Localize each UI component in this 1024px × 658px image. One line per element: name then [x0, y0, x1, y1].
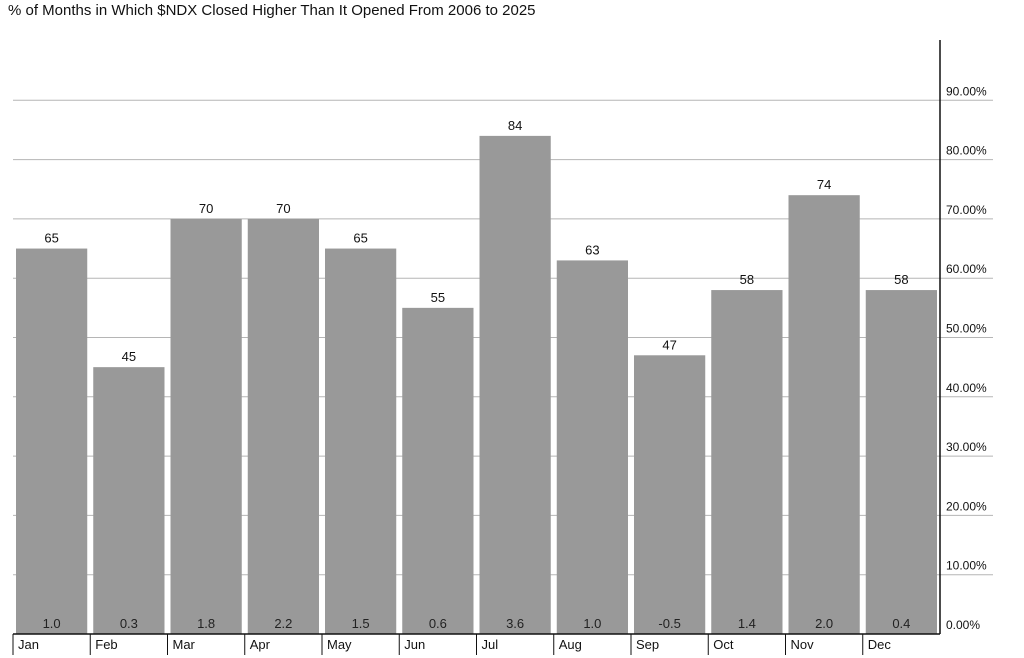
- x-tick-label: May: [327, 637, 352, 652]
- x-tick-label: Dec: [868, 637, 892, 652]
- y-tick-label: 0.00%: [946, 618, 980, 632]
- y-tick-label: 60.00%: [946, 262, 987, 276]
- bar-value-label: 45: [122, 349, 136, 364]
- bar-base-label: 1.0: [43, 616, 61, 631]
- y-tick-label: 50.00%: [946, 322, 987, 336]
- bar: [556, 260, 628, 634]
- bar-base-label: 2.0: [815, 616, 833, 631]
- bar-base-label: 1.5: [352, 616, 370, 631]
- x-tick-label: Mar: [173, 637, 196, 652]
- bar: [711, 290, 783, 634]
- bar-base-label: 0.4: [892, 616, 910, 631]
- bar: [634, 355, 706, 634]
- bar-base-label: 0.6: [429, 616, 447, 631]
- bar: [402, 307, 474, 634]
- bar-value-label: 58: [740, 272, 754, 287]
- bar: [16, 248, 88, 635]
- bars: [16, 135, 937, 635]
- bar-base-label: 1.8: [197, 616, 215, 631]
- bar-value-label: 55: [431, 290, 445, 305]
- bar-base-label: 3.6: [506, 616, 524, 631]
- x-tick-label: Jan: [18, 637, 39, 652]
- bar-value-label: 58: [894, 272, 908, 287]
- bar-value-label: 65: [44, 231, 58, 246]
- axes: 0.00% 10.00% 20.00% 30.00% 40.00% 50.00% 60.00…: [12, 40, 987, 655]
- x-tick-label: Aug: [559, 637, 582, 652]
- bar: [325, 248, 397, 635]
- bar-value-label: 47: [662, 337, 676, 352]
- bar: [247, 218, 319, 634]
- bar: [170, 218, 242, 634]
- x-tick-label: Apr: [250, 637, 271, 652]
- bar-value-label: 74: [817, 177, 831, 192]
- bar-value-label: 70: [276, 201, 290, 216]
- x-tick-label: Jun: [404, 637, 425, 652]
- bar: [788, 195, 860, 634]
- y-tick-label: 10.00%: [946, 559, 987, 573]
- y-tick-label: 40.00%: [946, 381, 987, 395]
- bar: [479, 135, 551, 634]
- bar-base-label: 1.0: [583, 616, 601, 631]
- bar-value-label: 70: [199, 201, 213, 216]
- bar-base-label: 2.2: [274, 616, 292, 631]
- bar-value-label: 65: [353, 231, 367, 246]
- x-tick-label: Feb: [95, 637, 117, 652]
- bar-base-label: 0.3: [120, 616, 138, 631]
- bar-base-label: -0.5: [658, 616, 680, 631]
- y-tick-label: 20.00%: [946, 499, 987, 513]
- bar-value-label: 84: [508, 118, 522, 133]
- y-tick-label: 70.00%: [946, 203, 987, 217]
- bar-base-label: 1.4: [738, 616, 756, 631]
- y-tick-label: 80.00%: [946, 144, 987, 158]
- data-labels: 65 1.0 45 0.3 70 1.8 70 2.2 65 1.5 55 0.6 84 3.6 63 1.0…: [43, 118, 911, 631]
- bar: [93, 367, 165, 634]
- y-tick-label: 90.00%: [946, 84, 987, 98]
- bar-value-label: 63: [585, 242, 599, 257]
- x-tick-label: Nov: [791, 637, 815, 652]
- x-tick-label: Sep: [636, 637, 659, 652]
- y-tick-label: 30.00%: [946, 440, 987, 454]
- x-tick-label: Jul: [482, 637, 499, 652]
- chart-title: % of Months in Which $NDX Closed Higher …: [8, 2, 536, 19]
- x-tick-label: Oct: [713, 637, 734, 652]
- bar: [865, 290, 937, 634]
